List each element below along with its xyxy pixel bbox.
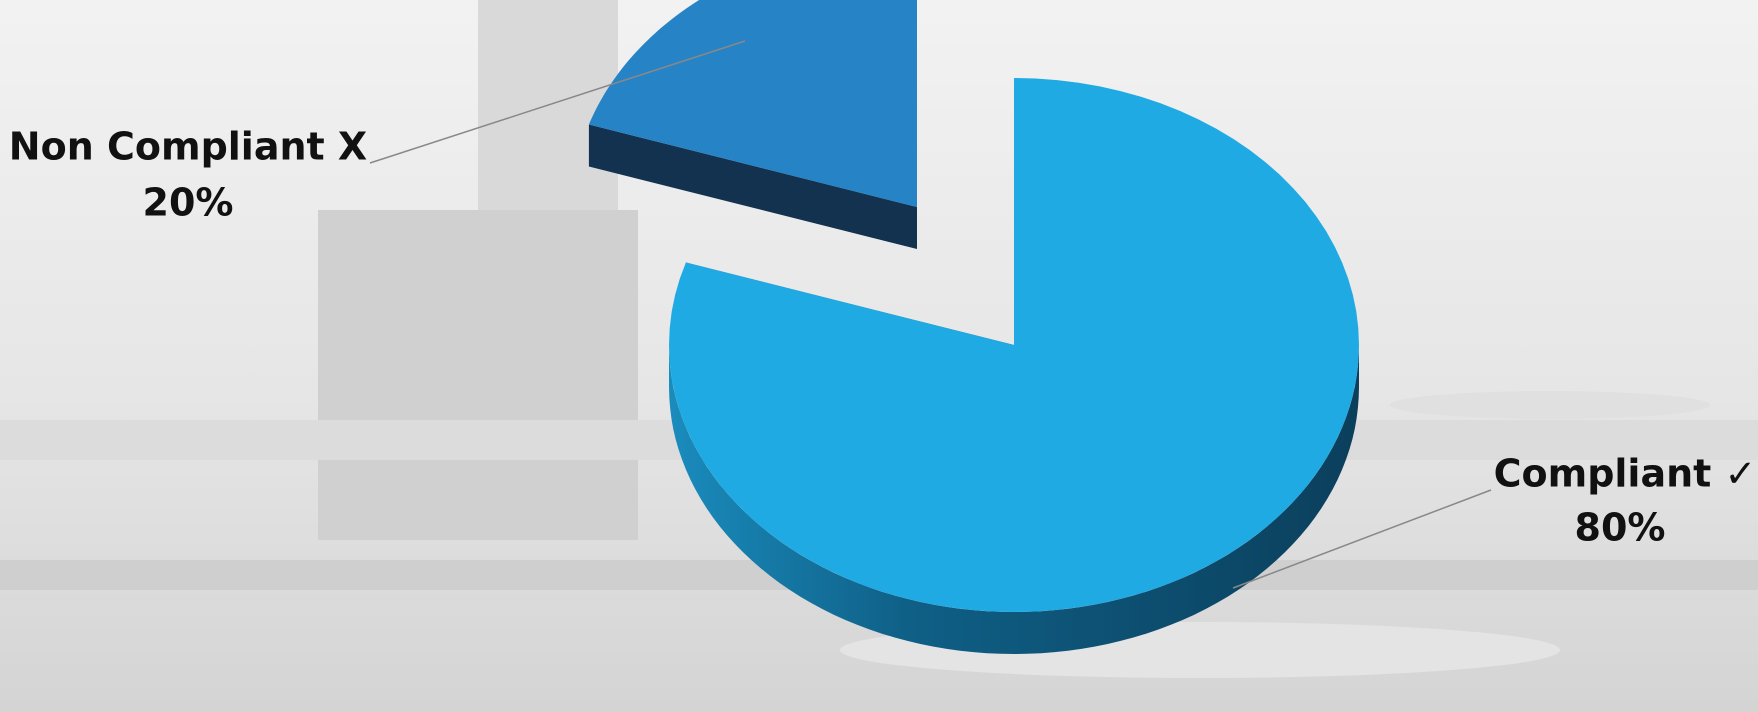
slice-value-label: 20% bbox=[143, 181, 234, 225]
pie bbox=[588, 0, 1359, 654]
leader-line bbox=[369, 40, 746, 164]
pie-slice bbox=[588, 0, 917, 207]
slice-side bbox=[669, 345, 1359, 654]
slice-value-label: 80% bbox=[1575, 506, 1666, 550]
slice-label: Non Compliant X bbox=[9, 125, 367, 169]
leader-line bbox=[1232, 489, 1492, 589]
pie-slice bbox=[669, 78, 1359, 612]
slice-label: Compliant ✓ bbox=[1494, 452, 1757, 496]
slice-edge bbox=[588, 124, 917, 249]
